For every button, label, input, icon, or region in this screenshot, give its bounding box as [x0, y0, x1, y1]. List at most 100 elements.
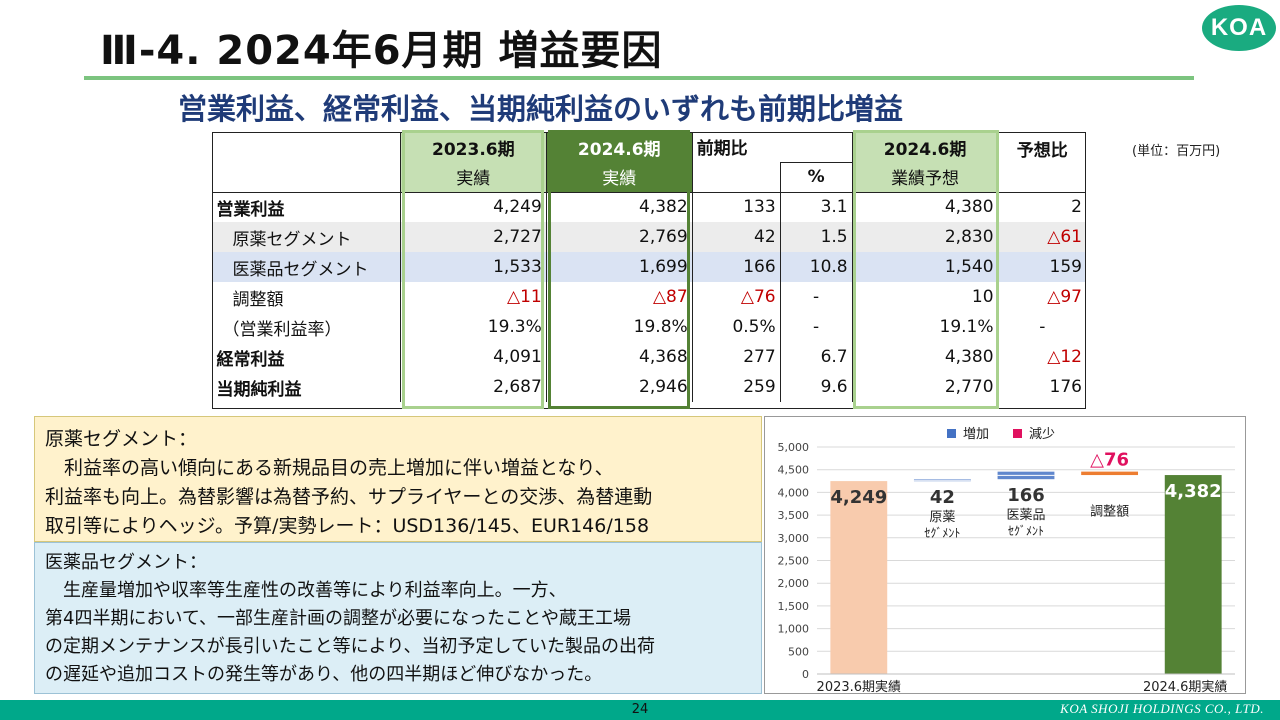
- y-tick-label: 4,500: [778, 464, 810, 477]
- pharma-note-line: の遅延や追加コストの発生等があり、他の四半期ほど伸びなかった。: [45, 664, 603, 685]
- x-tick-label: 2024.6期実績: [1143, 679, 1228, 695]
- table-row: （営業利益率） 19.3% 19.8% 0.5% - 19.1% -: [213, 312, 1086, 342]
- title-divider: [84, 76, 1194, 80]
- cell-vs-forecast: -: [997, 312, 1086, 342]
- waterfall-bar: [1081, 471, 1139, 476]
- cell-prev: 19.3%: [399, 312, 547, 342]
- table-row: 経常利益 4,091 4,368 277 6.7 4,380 △12: [213, 342, 1086, 372]
- cell-curr: 4,382: [545, 192, 693, 222]
- y-tick-label: 5,000: [778, 441, 810, 454]
- api-note-line: 取引等によりヘッジ。予算/実勢レート：USD136/145、EUR146/158: [45, 515, 650, 537]
- table-row: 医薬品セグメント 1,533 1,699 166 10.8 1,540 159: [212, 252, 1086, 282]
- cell-diff: △76: [691, 282, 781, 312]
- cell-forecast: 2,770: [851, 372, 999, 402]
- header-pct: %: [779, 161, 853, 193]
- cell-curr: 2,769: [545, 222, 693, 252]
- cell-diff: 42: [691, 222, 781, 252]
- row-label: 営業利益: [216, 199, 285, 220]
- cell-forecast: 4,380: [851, 192, 999, 222]
- cell-pct: -: [779, 312, 853, 342]
- y-tick-label: 500: [788, 645, 809, 658]
- unit-note: (単位：百万円): [1132, 144, 1221, 159]
- row-label: 当期純利益: [216, 379, 302, 400]
- pharma-note-line: 生産量増加や収率等生産性の改善等により利益率向上。一方、: [45, 580, 567, 601]
- cell-curr: 4,368: [545, 342, 693, 372]
- legend-label: 増加: [963, 427, 989, 442]
- api-note-line: 利益率の高い傾向にある新規品目の売上増加に伴い増益となり、: [45, 457, 614, 479]
- waterfall-bar: [1164, 475, 1222, 674]
- cell-pct: 6.7: [779, 342, 853, 372]
- cell-forecast: 10: [851, 282, 999, 312]
- y-tick-label: 2,500: [778, 555, 810, 568]
- cell-forecast: 19.1%: [851, 312, 999, 342]
- data-label: 4,382: [1165, 481, 1222, 502]
- header-yoy: 前期比: [691, 132, 853, 162]
- table-header-row-2: 実績 実績 % 業績予想: [213, 161, 1087, 193]
- table-row: 営業利益 4,249 4,382 133 3.1 4,380 2: [213, 192, 1086, 222]
- table-row: 調整額 △11 △87 △76 - 10 △97: [213, 282, 1086, 312]
- header-blank: [212, 132, 401, 193]
- cell-curr: △87: [545, 282, 693, 312]
- y-tick-label: 1,000: [778, 623, 810, 636]
- cell-pct: 10.8: [779, 252, 853, 282]
- data-label: 4,249: [830, 487, 887, 508]
- y-tick-label: 3,000: [778, 532, 810, 545]
- header-curr-period: 2024.6期: [545, 132, 693, 162]
- category-name-sub: ｾｸﾞﾒﾝﾄ: [1008, 524, 1044, 538]
- cell-forecast: 2,830: [851, 222, 999, 252]
- legend-swatch: [1013, 429, 1022, 438]
- row-label: 医薬品セグメント: [212, 252, 401, 282]
- cell-vs-forecast: 2: [997, 192, 1086, 222]
- y-tick-label: 1,500: [778, 600, 810, 613]
- header-forecast-period: 2024.6期: [851, 132, 999, 162]
- cell-forecast: 4,380: [851, 342, 999, 372]
- company-name: KOA SHOJI HOLDINGS CO., LTD.: [1060, 701, 1264, 716]
- cell-prev: 4,249: [399, 192, 547, 222]
- data-label: △76: [1090, 450, 1129, 471]
- header-curr-sub: 実績: [545, 162, 693, 193]
- header-vs-forecast: 予想比: [997, 132, 1086, 193]
- company-logo: KOA: [1202, 5, 1276, 51]
- x-tick-label: 2023.6期実績: [817, 679, 902, 695]
- cell-prev: 2,727: [399, 222, 547, 252]
- slide-subtitle: 営業利益、経常利益、当期純利益のいずれも前期比増益: [178, 92, 904, 126]
- cell-prev: 2,687: [399, 372, 547, 402]
- cell-prev: △11: [399, 282, 547, 312]
- legend-label: 減少: [1029, 426, 1055, 442]
- waterfall-chart-svg: 5,000 4,500 4,000 3,500 3,000 2,500 2,000 1,500…: [778, 426, 1235, 695]
- cell-pct: -: [779, 282, 853, 312]
- cell-curr: 19.8%: [545, 312, 693, 342]
- cell-curr: 2,946: [545, 372, 693, 402]
- category-name: 調整額: [1090, 505, 1129, 520]
- y-tick-label: 3,500: [778, 509, 810, 522]
- category-name: 医薬品: [1006, 508, 1045, 523]
- header-prev-sub: 実績: [399, 162, 547, 193]
- cell-vs-forecast: △12: [997, 342, 1086, 372]
- api-note-heading: 原薬セグメント：: [45, 428, 198, 450]
- cell-vs-forecast: △61: [997, 222, 1086, 252]
- cell-prev: 4,091: [399, 342, 547, 372]
- cell-vs-forecast: 176: [997, 372, 1086, 402]
- api-note-line: 利益率も向上。為替影響は為替予約、サプライヤーとの交渉、為替連動: [45, 486, 653, 508]
- pharma-segment-note: 医薬品セグメント： 生産量増加や収率等生産性の改善等により利益率向上。一方、 第…: [34, 542, 762, 694]
- data-label: 166: [1007, 485, 1045, 506]
- row-label: 原薬セグメント: [212, 222, 401, 252]
- data-label: 42: [930, 487, 955, 508]
- pharma-note-heading: 医薬品セグメント：: [45, 552, 207, 573]
- pharma-note-line: 第4四半期において、一部生産計画の調整が必要になったことや蔵王工場: [45, 608, 632, 629]
- row-label: 調整額: [232, 289, 284, 310]
- header-yoy-blank: [691, 162, 781, 193]
- table-row: 当期純利益 2,687 2,946 259 9.6 2,770 176: [213, 372, 1086, 402]
- cell-prev: 1,533: [399, 252, 547, 282]
- slide-title: Ⅲ-4. 2024年6月期 増益要因: [100, 28, 663, 74]
- cell-pct: 1.5: [779, 222, 853, 252]
- cell-diff: 259: [691, 372, 781, 402]
- page-number: 24: [631, 702, 649, 717]
- footer-bar: [0, 700, 1280, 720]
- waterfall-bar: [830, 481, 888, 674]
- cell-forecast: 1,540: [851, 252, 999, 282]
- table-row: 原薬セグメント 2,727 2,769 42 1.5 2,830 △61: [212, 222, 1086, 252]
- cell-vs-forecast: 159: [997, 252, 1086, 282]
- cell-curr: 1,699: [545, 252, 693, 282]
- cell-pct: 3.1: [779, 192, 853, 222]
